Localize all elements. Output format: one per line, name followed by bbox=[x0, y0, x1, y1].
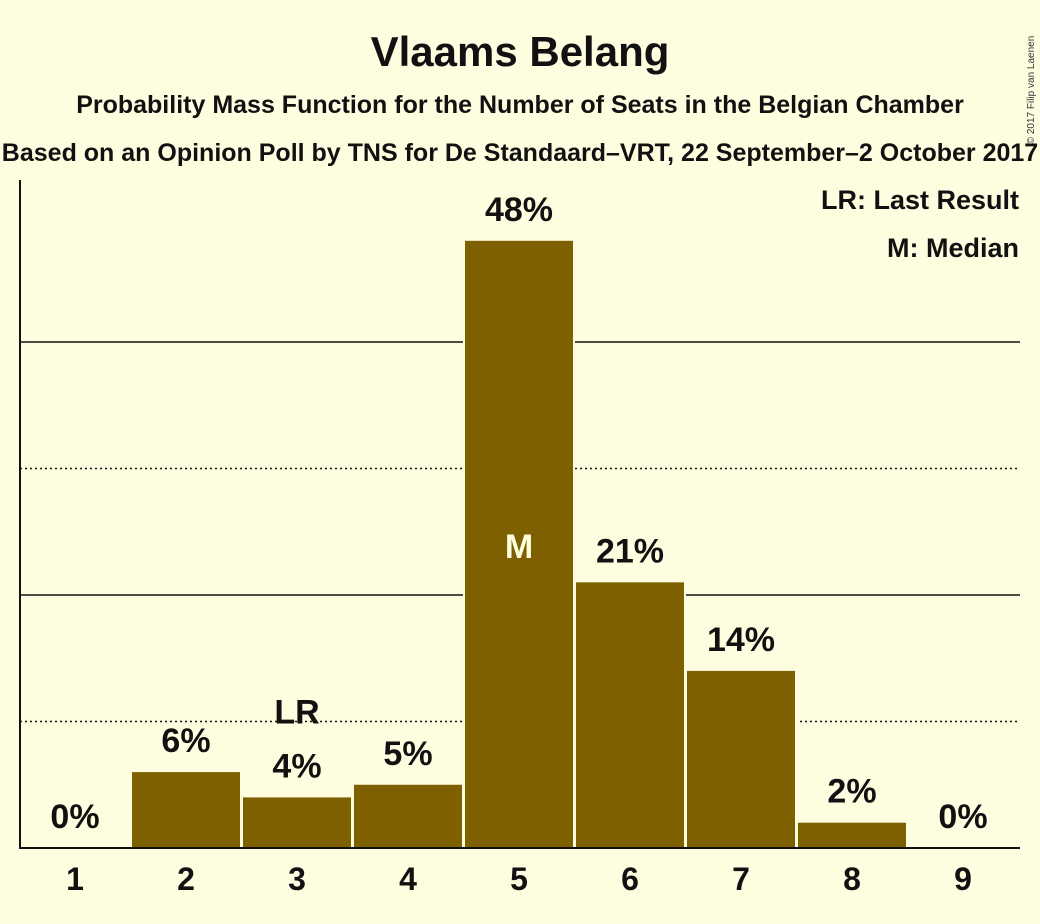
bar-value-label: 2% bbox=[827, 773, 876, 811]
bar-value-label: 0% bbox=[938, 798, 987, 836]
x-tick-label: 5 bbox=[510, 861, 528, 897]
bar bbox=[132, 772, 240, 848]
bar bbox=[798, 822, 906, 848]
legend-last-result: LR: Last Result bbox=[821, 185, 1019, 215]
x-tick-label: 8 bbox=[843, 861, 861, 897]
bar-value-label: 5% bbox=[383, 735, 432, 773]
x-tick-label: 1 bbox=[66, 861, 84, 897]
bar bbox=[243, 797, 351, 848]
last-result-marker: LR bbox=[274, 693, 319, 731]
bar-value-label: 14% bbox=[707, 621, 775, 659]
bar-value-label: 4% bbox=[272, 747, 321, 785]
x-tick-label: 3 bbox=[288, 861, 306, 897]
chart-title: Vlaams Belang bbox=[371, 28, 670, 75]
bar bbox=[354, 784, 462, 848]
bars: 0% 6% 4% LR 5% 48% M 21% 14% 2% 0% bbox=[50, 191, 988, 849]
bar-value-label: 48% bbox=[485, 191, 553, 229]
chart-subtitle: Probability Mass Function for the Number… bbox=[76, 91, 964, 119]
x-tick-label: 6 bbox=[621, 861, 639, 897]
copyright: © 2017 Filip van Laenen bbox=[1026, 36, 1037, 145]
chart-subtitle-2: Based on an Opinion Poll by TNS for De S… bbox=[2, 139, 1038, 167]
bar bbox=[687, 670, 795, 848]
x-tick-label: 2 bbox=[177, 861, 195, 897]
bar-value-label: 6% bbox=[161, 722, 210, 760]
x-tick-labels: 1 2 3 4 5 6 7 8 9 bbox=[66, 861, 972, 897]
bar bbox=[576, 582, 684, 848]
median-marker: M bbox=[505, 528, 533, 566]
x-tick-label: 7 bbox=[732, 861, 750, 897]
x-tick-label: 4 bbox=[399, 861, 417, 897]
bar bbox=[465, 240, 573, 849]
bar-value-label: 21% bbox=[596, 532, 664, 570]
bar-value-label: 0% bbox=[50, 798, 99, 836]
x-tick-label: 9 bbox=[954, 861, 972, 897]
legend-median: M: Median bbox=[887, 233, 1019, 263]
